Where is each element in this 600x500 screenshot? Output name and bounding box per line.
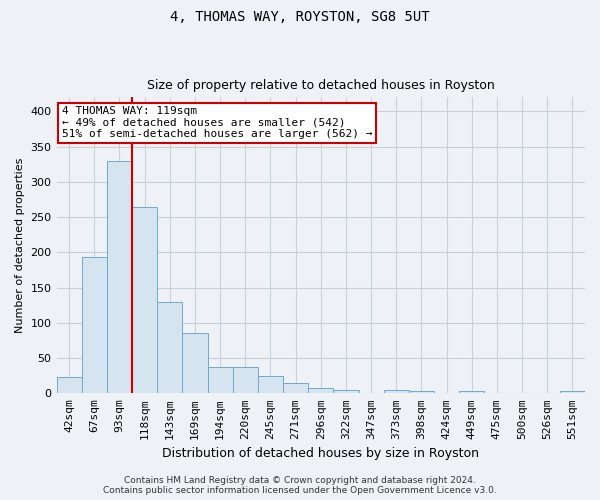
Bar [283,384,308,394]
Bar [258,376,283,394]
Bar [459,391,484,394]
Text: 4, THOMAS WAY, ROYSTON, SG8 5UT: 4, THOMAS WAY, ROYSTON, SG8 5UT [170,10,430,24]
Text: 4 THOMAS WAY: 119sqm
← 49% of detached houses are smaller (542)
51% of semi-deta: 4 THOMAS WAY: 119sqm ← 49% of detached h… [62,106,373,140]
Bar [157,302,182,394]
Bar [233,366,258,394]
Bar [82,258,107,394]
Bar [334,390,359,394]
Bar [182,334,208,394]
Title: Size of property relative to detached houses in Royston: Size of property relative to detached ho… [147,79,494,92]
Bar [383,390,409,394]
Bar [208,366,233,394]
Bar [409,391,434,394]
Bar [308,388,334,394]
X-axis label: Distribution of detached houses by size in Royston: Distribution of detached houses by size … [162,447,479,460]
Bar [132,206,157,394]
Text: Contains HM Land Registry data © Crown copyright and database right 2024.
Contai: Contains HM Land Registry data © Crown c… [103,476,497,495]
Bar [56,377,82,394]
Bar [107,161,132,394]
Bar [560,391,585,394]
Y-axis label: Number of detached properties: Number of detached properties [15,158,25,333]
